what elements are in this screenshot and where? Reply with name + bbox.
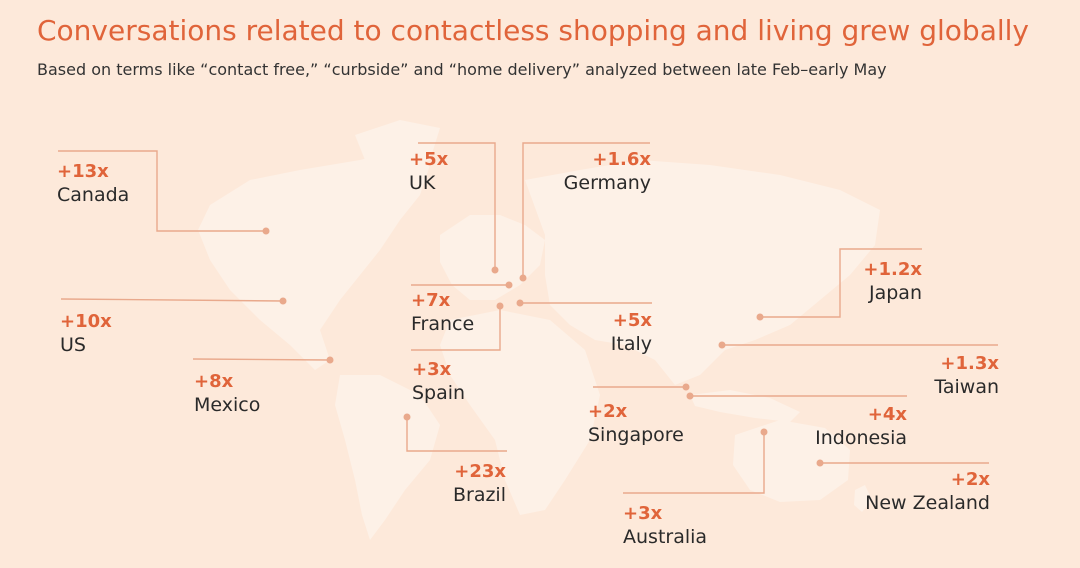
country-value: +8x [194, 371, 234, 392]
country-value: +4x [867, 404, 907, 425]
label-mexico: +8x Mexico [194, 371, 260, 417]
label-indonesia: +4x Indonesia [815, 404, 907, 450]
location-dots [262, 227, 824, 467]
label-singapore: +2x Singapore [588, 401, 684, 447]
leader-lines [58, 142, 998, 494]
country-name: UK [409, 172, 436, 194]
dot-new-zealand [816, 459, 824, 467]
leader-line-spain [411, 306, 501, 351]
dot-uk [491, 266, 499, 274]
dot-brazil [403, 413, 411, 421]
leader-line-germany [522, 142, 650, 278]
country-name: Indonesia [815, 427, 907, 449]
dot-france [505, 281, 513, 289]
country-name: Spain [412, 382, 466, 404]
country-value: +7x [411, 290, 451, 311]
dot-germany [519, 274, 527, 282]
leader-line-brazil [406, 417, 507, 452]
country-value: +1.3x [940, 353, 999, 374]
dot-indonesia [686, 392, 694, 400]
label-us: +10x US [60, 311, 112, 357]
country-name: US [60, 334, 86, 356]
page-title: Conversations related to contactless sho… [37, 14, 1029, 47]
country-value: +13x [57, 161, 109, 182]
page-subtitle: Based on terms like “contact free,” “cur… [37, 60, 887, 79]
country-name: Japan [869, 282, 922, 304]
label-brazil: +23x Brazil [453, 461, 506, 507]
dot-spain [496, 302, 504, 310]
country-name: Australia [623, 526, 708, 548]
country-value: +2x [950, 469, 990, 490]
country-name: Singapore [588, 424, 684, 446]
country-name: Germany [563, 172, 651, 194]
country-value: +1.6x [592, 149, 651, 170]
country-value: +1.2x [863, 259, 922, 280]
dot-us [279, 297, 287, 305]
country-value: +5x [409, 149, 449, 170]
label-japan: +1.2x Japan [863, 259, 922, 305]
label-taiwan: +1.3x Taiwan [934, 353, 999, 399]
dot-japan [756, 313, 764, 321]
label-italy: +5x Italy [611, 310, 652, 356]
country-name: Mexico [194, 394, 261, 416]
leader-line-uk [418, 142, 496, 270]
leader-line-us [60, 298, 284, 302]
dot-singapore [682, 383, 690, 391]
landmasses [198, 120, 880, 540]
country-value: +2x [588, 401, 628, 422]
dot-australia [760, 428, 768, 436]
country-name: France [411, 313, 475, 335]
country-value: +3x [623, 503, 663, 524]
country-name: Italy [610, 333, 652, 355]
country-name: Canada [57, 184, 130, 206]
label-france: +7x France [411, 290, 474, 336]
country-name: Brazil [452, 484, 506, 506]
leader-line-japan [760, 248, 922, 318]
dot-italy [516, 299, 524, 307]
country-name: Taiwan [934, 376, 999, 398]
label-canada: +13x Canada [57, 161, 129, 207]
label-australia: +3x Australia [623, 503, 707, 549]
country-name: New Zealand [865, 492, 990, 514]
dot-taiwan [718, 341, 726, 349]
label-uk: +5x UK [409, 149, 448, 195]
country-value: +10x [60, 311, 112, 332]
dot-canada [262, 227, 270, 235]
label-spain: +3x Spain [412, 359, 465, 405]
country-value: +3x [412, 359, 452, 380]
leader-line-australia [623, 432, 765, 494]
label-germany: +1.6x Germany [564, 149, 651, 195]
dot-mexico [326, 356, 334, 364]
leader-line-canada [58, 150, 266, 232]
label-new-zealand: +2x New Zealand [865, 469, 990, 515]
country-value: +5x [612, 310, 652, 331]
country-value: +23x [454, 461, 506, 482]
leader-line-mexico [192, 358, 331, 361]
